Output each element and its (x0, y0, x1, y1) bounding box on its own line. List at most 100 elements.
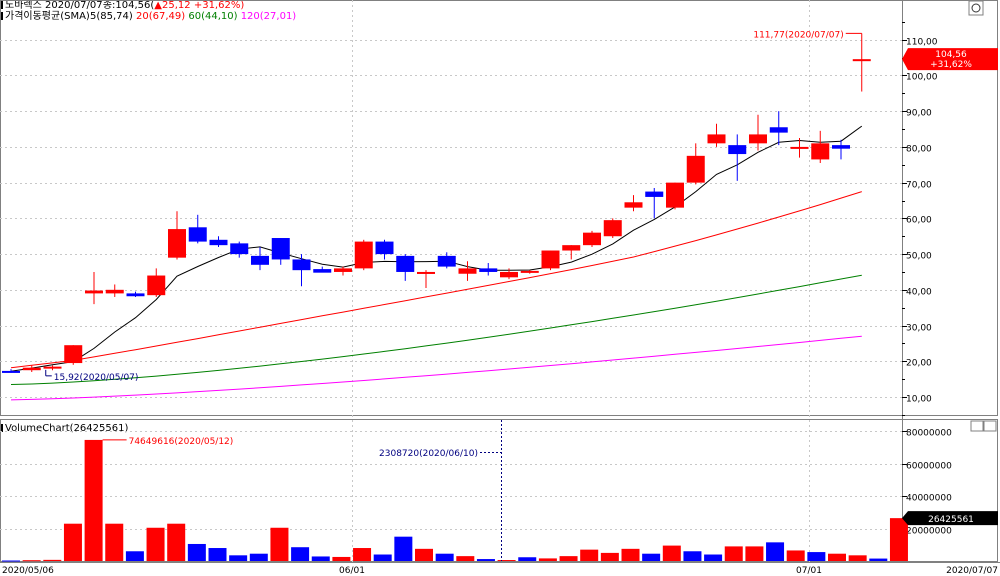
candle-body (458, 268, 477, 274)
ma60-legend: 60(44,10) (188, 11, 238, 22)
price-tick-label: 80,00 (906, 145, 932, 155)
volume-bar (105, 523, 124, 561)
candle-body (147, 275, 166, 296)
candle-body (22, 367, 41, 371)
volume-bar (63, 523, 82, 561)
volume-bar (249, 553, 268, 561)
volume-marker-annotation: 2308720(2020/06/10) (379, 449, 478, 459)
candle-body (500, 271, 518, 278)
volume-bar (456, 556, 475, 561)
ma20-line (10, 191, 862, 369)
volume-bar (229, 555, 248, 561)
volume-bar (704, 554, 723, 561)
volume-bar (848, 555, 867, 561)
max-volume-annotation: 74649616(2020/05/12) (129, 437, 234, 447)
candle-body (64, 345, 83, 364)
last-pct-label: +31,62% (930, 60, 972, 70)
x-axis-label: 2020/05/06 (2, 566, 54, 576)
volume-bar (642, 553, 661, 561)
candle-body (313, 269, 332, 273)
volume-bar (125, 551, 144, 561)
volume-bar (559, 556, 578, 561)
ma-title: 가격이동평균(SMA) (5, 11, 90, 22)
volume-tick-label: 60000000 (906, 462, 952, 472)
volume-bar (724, 546, 743, 561)
volume-bar (807, 552, 826, 561)
candle-body (168, 229, 186, 258)
candle-body (728, 145, 747, 155)
price-tick-label: 30,00 (906, 324, 932, 334)
ma120-line (10, 335, 862, 401)
candle-body (43, 366, 62, 369)
change-arrow-icon: ▲ (154, 0, 162, 11)
volume-bar (167, 523, 186, 561)
volume-bar (353, 548, 372, 561)
candle-body (624, 202, 643, 208)
stock-date: 2020/07/07 (45, 0, 103, 11)
volume-bar (22, 560, 41, 562)
volume-bar (538, 558, 557, 561)
last-price-tag (902, 48, 998, 71)
price-tick-label: 50,00 (906, 252, 932, 262)
candle-body (396, 255, 415, 272)
volume-bar (84, 439, 103, 561)
volume-bar (745, 546, 764, 561)
volume-bar (187, 543, 206, 561)
candle-body (832, 145, 850, 149)
candle-body (354, 241, 373, 269)
panel-button-icon (968, 0, 984, 16)
volume-bar (476, 559, 495, 561)
candle-body (520, 270, 539, 273)
stock-header: 노바렉스 2020/07/07 종:104,56(▲25,12 +31,62%) (0, 0, 244, 11)
volume-bar (208, 548, 227, 561)
volume-title: VolumeChart(26425561) (5, 423, 129, 434)
high-annotation: 111,77(2020/07/07) (753, 30, 843, 40)
volume-bar (394, 536, 413, 561)
candle-body (790, 146, 809, 149)
legend-marker-icon (0, 1, 3, 9)
price-panel-frame (0, 0, 998, 416)
volume-bar (889, 518, 908, 561)
volume-tick-label: 40000000 (906, 494, 952, 504)
candle-body (85, 290, 103, 294)
last-price-label: 104,56 (935, 50, 967, 60)
price-tick-label: 20,00 (906, 359, 932, 369)
x-axis-label: 06/01 (339, 566, 365, 576)
candle-body (479, 268, 498, 272)
volume-bar (43, 559, 62, 561)
volume-bar (786, 550, 805, 561)
candle-body (749, 134, 767, 144)
volume-bar (270, 527, 289, 561)
volume-bar (332, 556, 351, 561)
stock-name: 노바렉스 (5, 0, 42, 11)
last-volume-tag (902, 511, 998, 526)
candle-body (603, 220, 622, 237)
volume-header: VolumeChart(26425561) (0, 423, 128, 434)
volume-bar (291, 547, 310, 561)
candle-body (666, 182, 684, 208)
price-tick-label: 100,00 (906, 73, 938, 83)
volume-bar (146, 527, 165, 561)
change-percent: +31,62%) (193, 0, 245, 11)
close-price: 종:104,56( (102, 0, 155, 11)
volume-bar (373, 554, 392, 561)
panel-circle-icon (971, 3, 981, 13)
candle-body (105, 289, 124, 294)
volume-panel-frame (0, 419, 998, 562)
candle-body (126, 293, 145, 297)
volume-bar (497, 560, 516, 562)
candle-body (188, 227, 207, 242)
volume-bar (766, 542, 785, 561)
candle-body (811, 143, 830, 160)
price-tick-label: 60,00 (906, 216, 932, 226)
candle-body (541, 250, 560, 269)
volume-bar (683, 551, 702, 561)
low-annotation: 15,92(2020/05/07) (54, 373, 139, 383)
candle-body (417, 271, 435, 274)
ma5-legend: 5(85,74) (90, 11, 133, 22)
last-volume-label: 26425561 (928, 515, 974, 525)
candle-body (583, 232, 601, 246)
ma120-legend: 120(27,01) (240, 11, 297, 22)
volume-bar (621, 548, 640, 561)
